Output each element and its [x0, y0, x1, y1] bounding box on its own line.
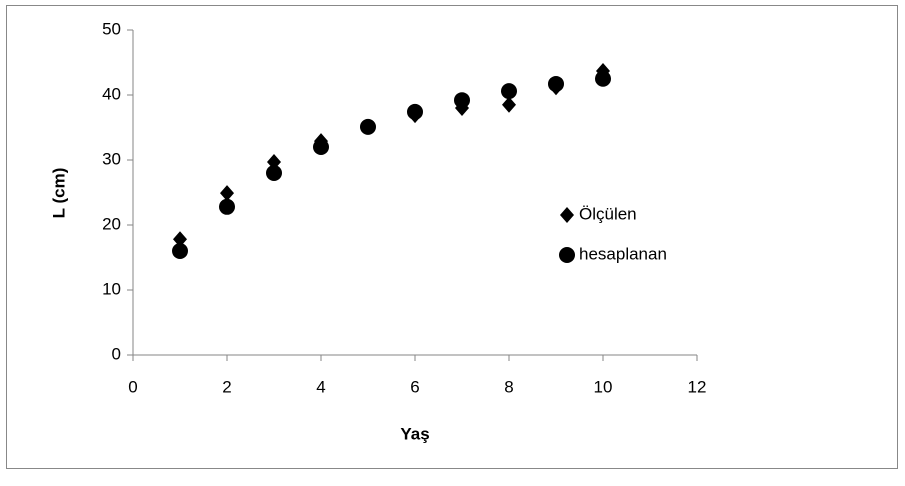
y-tick-label: 20	[102, 214, 121, 233]
x-tick-label: 6	[410, 377, 419, 396]
circle-marker	[595, 70, 611, 87]
legend-marker	[560, 207, 574, 223]
x-tick-label: 2	[222, 377, 231, 396]
y-tick-label: 40	[102, 84, 121, 103]
circle-marker	[266, 165, 282, 181]
y-axis-title: L (cm)	[49, 168, 68, 219]
circle-marker	[219, 198, 235, 215]
x-axis-title: Yaş	[400, 424, 429, 443]
circle-marker	[501, 83, 517, 100]
legend-label: Ölçülen	[579, 204, 637, 223]
circle-marker	[172, 243, 188, 259]
x-tick-label: 10	[594, 377, 613, 396]
legend-label: hesaplanan	[579, 244, 667, 263]
chart-frame	[6, 5, 898, 469]
y-tick-label: 10	[102, 279, 121, 298]
diamond-marker	[502, 96, 516, 113]
diamond-marker	[173, 231, 187, 248]
circle-marker	[548, 75, 564, 92]
x-tick-label: 12	[688, 377, 707, 396]
y-tick-label: 0	[112, 344, 121, 363]
x-tick-label: 8	[504, 377, 513, 396]
x-tick-label: 4	[316, 377, 325, 396]
circle-marker	[313, 139, 329, 155]
x-tick-label: 0	[128, 377, 137, 396]
circle-marker	[407, 103, 423, 120]
circle-marker	[454, 92, 470, 109]
y-tick-label: 30	[102, 149, 121, 168]
diamond-marker	[220, 185, 234, 202]
circle-marker	[360, 118, 376, 135]
legend-marker	[559, 247, 575, 263]
y-tick-label: 50	[102, 19, 121, 38]
